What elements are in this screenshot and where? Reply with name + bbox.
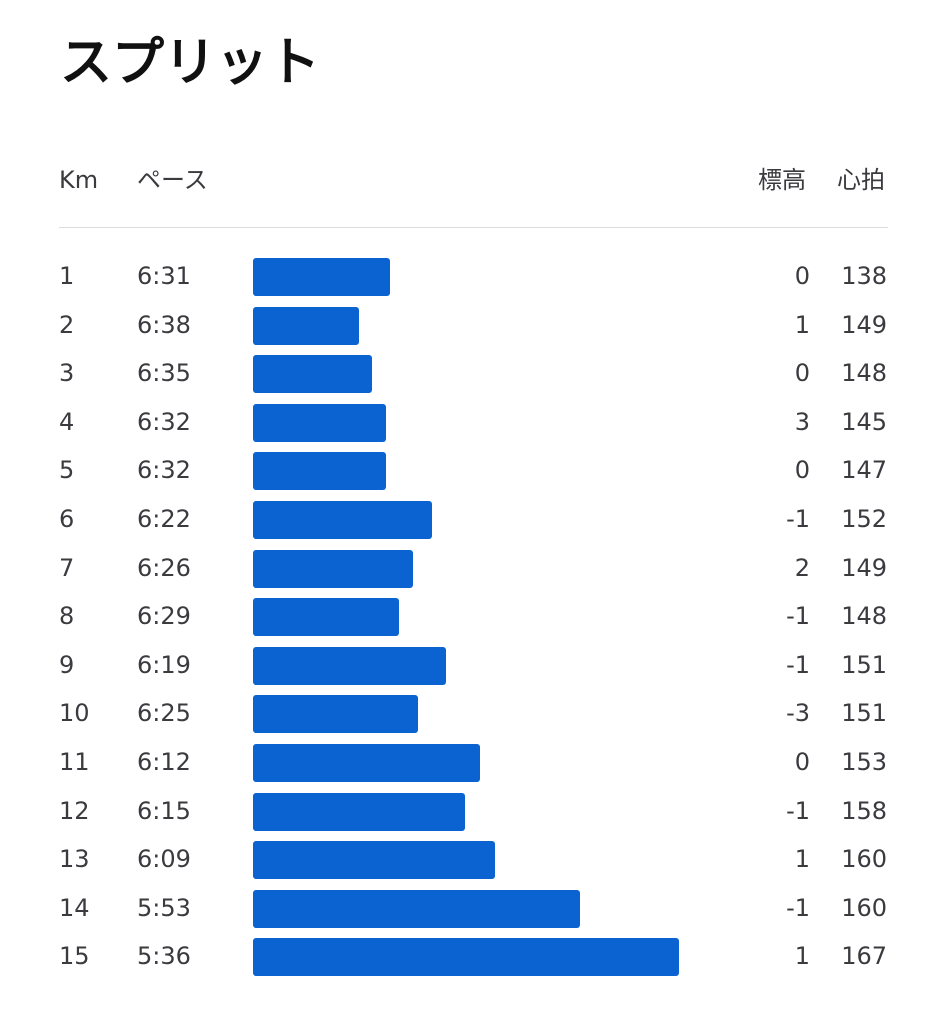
pace-bar bbox=[253, 500, 432, 539]
split-km: 4 bbox=[59, 407, 75, 436]
split-elevation: 1 bbox=[794, 310, 810, 339]
split-heart-rate: 151 bbox=[841, 650, 887, 679]
pace-bar bbox=[253, 841, 496, 880]
split-km: 11 bbox=[59, 747, 90, 776]
split-pace: 5:53 bbox=[137, 893, 191, 922]
split-heart-rate: 153 bbox=[841, 747, 887, 776]
split-row: 7 6:26 2 149 bbox=[0, 544, 947, 593]
split-heart-rate: 160 bbox=[841, 845, 887, 874]
split-elevation: 0 bbox=[794, 359, 810, 388]
split-pace: 6:25 bbox=[137, 699, 191, 728]
split-pace: 6:29 bbox=[137, 602, 191, 631]
split-heart-rate: 149 bbox=[841, 553, 887, 582]
split-elevation: 0 bbox=[794, 262, 810, 290]
split-heart-rate: 160 bbox=[841, 893, 887, 922]
split-pace: 6:32 bbox=[137, 456, 191, 485]
split-pace: 5:36 bbox=[137, 942, 191, 971]
header-elevation: 標高 bbox=[758, 166, 806, 194]
split-row: 10 6:25 -3 151 bbox=[0, 689, 947, 738]
split-row: 4 6:32 3 145 bbox=[0, 398, 947, 447]
split-km: 10 bbox=[59, 699, 90, 728]
split-km: 12 bbox=[59, 796, 90, 825]
split-heart-rate: 148 bbox=[841, 359, 887, 388]
split-heart-rate: 167 bbox=[841, 942, 887, 971]
split-km: 5 bbox=[59, 456, 75, 485]
split-row: 2 6:38 1 149 bbox=[0, 301, 947, 350]
split-pace: 6:12 bbox=[137, 747, 191, 776]
split-pace: 6:38 bbox=[137, 310, 191, 339]
split-pace: 6:22 bbox=[137, 504, 191, 533]
split-row: 12 6:15 -1 158 bbox=[0, 787, 947, 836]
split-km: 3 bbox=[59, 359, 75, 388]
header-divider bbox=[59, 227, 888, 228]
pace-bar bbox=[253, 889, 581, 928]
split-pace: 6:31 bbox=[137, 262, 191, 290]
split-elevation: 1 bbox=[794, 845, 810, 874]
page-title: スプリット bbox=[60, 33, 321, 93]
split-elevation: -1 bbox=[786, 796, 810, 825]
split-row: 14 5:53 -1 160 bbox=[0, 884, 947, 933]
split-elevation: -1 bbox=[786, 650, 810, 679]
header-pace: ペース bbox=[137, 166, 208, 194]
split-km: 6 bbox=[59, 504, 75, 533]
split-heart-rate: 158 bbox=[841, 796, 887, 825]
split-heart-rate: 147 bbox=[841, 456, 887, 485]
split-km: 1 bbox=[59, 262, 75, 290]
pace-bar bbox=[253, 792, 466, 831]
pace-bar bbox=[253, 355, 373, 394]
header-heart-rate: 心拍 bbox=[837, 166, 885, 194]
split-elevation: 0 bbox=[794, 456, 810, 485]
split-elevation: -1 bbox=[786, 602, 810, 631]
split-km: 8 bbox=[59, 602, 75, 631]
split-km: 15 bbox=[59, 942, 90, 971]
split-elevation: -1 bbox=[786, 893, 810, 922]
pace-bar bbox=[253, 938, 679, 977]
split-row: 8 6:29 -1 148 bbox=[0, 592, 947, 641]
split-pace: 6:35 bbox=[137, 359, 191, 388]
pace-bar bbox=[253, 452, 386, 491]
split-heart-rate: 151 bbox=[841, 699, 887, 728]
split-row: 11 6:12 0 153 bbox=[0, 738, 947, 787]
split-elevation: 3 bbox=[794, 407, 810, 436]
split-heart-rate: 149 bbox=[841, 310, 887, 339]
split-row: 9 6:19 -1 151 bbox=[0, 641, 947, 690]
split-heart-rate: 152 bbox=[841, 504, 887, 533]
split-elevation: -1 bbox=[786, 504, 810, 533]
split-heart-rate: 148 bbox=[841, 602, 887, 631]
split-km: 14 bbox=[59, 893, 90, 922]
split-elevation: 0 bbox=[794, 747, 810, 776]
split-heart-rate: 138 bbox=[841, 262, 887, 290]
splits-table: 1 6:31 0 138 2 6:38 1 149 3 6:35 0 148 4 6:32 3 145 5 6:3… bbox=[0, 252, 947, 981]
split-pace: 6:09 bbox=[137, 845, 191, 874]
pace-bar bbox=[253, 403, 386, 442]
split-row: 3 6:35 0 148 bbox=[0, 349, 947, 398]
pace-bar bbox=[253, 306, 359, 345]
split-row: 6 6:22 -1 152 bbox=[0, 495, 947, 544]
split-elevation: 2 bbox=[794, 553, 810, 582]
split-heart-rate: 145 bbox=[841, 407, 887, 436]
split-pace: 6:19 bbox=[137, 650, 191, 679]
pace-bar bbox=[253, 695, 418, 734]
pace-bar bbox=[253, 258, 390, 296]
split-km: 2 bbox=[59, 310, 75, 339]
split-row: 5 6:32 0 147 bbox=[0, 446, 947, 495]
split-km: 13 bbox=[59, 845, 90, 874]
split-pace: 6:26 bbox=[137, 553, 191, 582]
pace-bar bbox=[253, 549, 413, 588]
header-km: Km bbox=[59, 166, 99, 194]
pace-bar bbox=[253, 743, 481, 782]
pace-bar bbox=[253, 598, 400, 637]
pace-bar bbox=[253, 646, 446, 685]
split-row: 1 6:31 0 138 bbox=[0, 252, 947, 301]
split-elevation: -3 bbox=[786, 699, 810, 728]
split-row: 15 5:36 1 167 bbox=[0, 932, 947, 981]
split-km: 9 bbox=[59, 650, 75, 679]
split-pace: 6:32 bbox=[137, 407, 191, 436]
split-pace: 6:15 bbox=[137, 796, 191, 825]
split-row: 13 6:09 1 160 bbox=[0, 835, 947, 884]
split-km: 7 bbox=[59, 553, 75, 582]
splits-header: Km ペース 標高 心拍 bbox=[0, 158, 947, 202]
split-elevation: 1 bbox=[794, 942, 810, 971]
